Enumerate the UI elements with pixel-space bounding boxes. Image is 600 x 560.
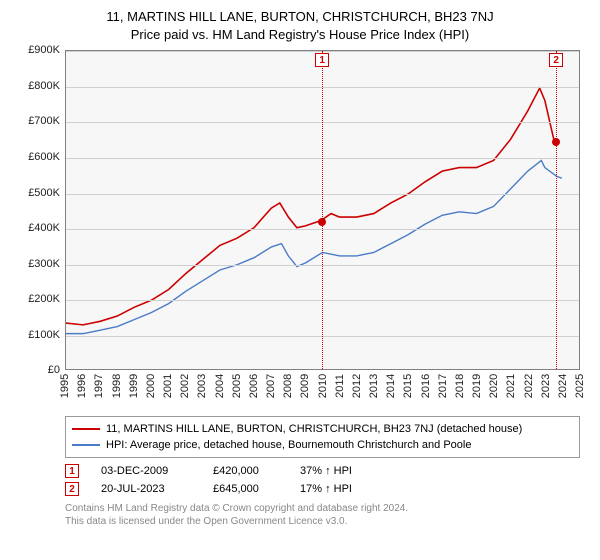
sale-pct: 17% ↑ HPI xyxy=(300,483,352,495)
footer-copyright: Contains HM Land Registry data © Crown c… xyxy=(65,502,580,515)
legend-swatch xyxy=(72,428,100,430)
x-tick-label: 1996 xyxy=(76,374,88,398)
chart-container: 11, MARTINS HILL LANE, BURTON, CHRISTCHU… xyxy=(0,0,600,560)
legend: 11, MARTINS HILL LANE, BURTON, CHRISTCHU… xyxy=(65,416,580,458)
legend-item: 11, MARTINS HILL LANE, BURTON, CHRISTCHU… xyxy=(72,421,573,437)
x-tick-label: 2012 xyxy=(351,374,363,398)
sale-vline xyxy=(322,51,323,369)
x-tick-label: 2002 xyxy=(179,374,191,398)
x-tick-label: 2017 xyxy=(437,374,449,398)
legend-item: HPI: Average price, detached house, Bour… xyxy=(72,437,573,453)
legend-swatch xyxy=(72,444,100,446)
x-tick-label: 1995 xyxy=(59,374,71,398)
sale-dot xyxy=(552,138,560,146)
sale-pct: 37% ↑ HPI xyxy=(300,465,352,477)
y-tick-label: £900K xyxy=(10,44,60,56)
x-tick-label: 1998 xyxy=(111,374,123,398)
x-tick-label: 1999 xyxy=(128,374,140,398)
series-hpi xyxy=(66,161,562,334)
x-tick-label: 2024 xyxy=(557,374,569,398)
y-tick-label: £700K xyxy=(10,115,60,127)
x-tick-label: 2008 xyxy=(282,374,294,398)
x-tick-label: 2004 xyxy=(214,374,226,398)
y-tick-label: £800K xyxy=(10,80,60,92)
legend-label: 11, MARTINS HILL LANE, BURTON, CHRISTCHU… xyxy=(106,421,522,437)
x-tick-label: 2019 xyxy=(471,374,483,398)
sale-vline xyxy=(556,51,557,369)
x-tick-label: 2022 xyxy=(523,374,535,398)
chart-title: 11, MARTINS HILL LANE, BURTON, CHRISTCHU… xyxy=(10,8,590,44)
sale-marker: 2 xyxy=(65,482,79,496)
x-tick-label: 2025 xyxy=(574,374,586,398)
y-tick-label: £400K xyxy=(10,222,60,234)
sale-date: 20-JUL-2023 xyxy=(101,483,191,495)
sale-date: 03-DEC-2009 xyxy=(101,465,191,477)
x-tick-label: 2007 xyxy=(265,374,277,398)
series-property_price xyxy=(66,88,555,325)
x-tick-label: 2015 xyxy=(402,374,414,398)
x-tick-label: 2001 xyxy=(162,374,174,398)
sale-dot xyxy=(318,218,326,226)
legend-label: HPI: Average price, detached house, Bour… xyxy=(106,437,471,453)
x-tick-label: 2023 xyxy=(540,374,552,398)
x-tick-label: 2003 xyxy=(196,374,208,398)
sale-marker: 1 xyxy=(65,464,79,478)
x-tick-label: 2018 xyxy=(454,374,466,398)
sale-price: £645,000 xyxy=(213,483,278,495)
x-tick-label: 2000 xyxy=(145,374,157,398)
title-subtitle: Price paid vs. HM Land Registry's House … xyxy=(10,26,590,44)
title-address: 11, MARTINS HILL LANE, BURTON, CHRISTCHU… xyxy=(10,8,590,26)
sale-badge: 1 xyxy=(315,53,329,67)
x-tick-label: 2014 xyxy=(385,374,397,398)
x-tick-label: 2016 xyxy=(420,374,432,398)
x-tick-label: 2010 xyxy=(317,374,329,398)
y-tick-label: £300K xyxy=(10,258,60,270)
sale-row: 2 20-JUL-2023 £645,000 17% ↑ HPI xyxy=(65,482,580,496)
y-tick-label: £0 xyxy=(10,364,60,376)
x-tick-label: 2009 xyxy=(299,374,311,398)
x-tick-label: 2021 xyxy=(505,374,517,398)
sale-badge: 2 xyxy=(549,53,563,67)
sale-row: 1 03-DEC-2009 £420,000 37% ↑ HPI xyxy=(65,464,580,478)
x-tick-label: 2006 xyxy=(248,374,260,398)
x-tick-label: 1997 xyxy=(93,374,105,398)
y-tick-label: £200K xyxy=(10,293,60,305)
plot-area: 12 xyxy=(65,50,580,370)
y-tick-label: £100K xyxy=(10,329,60,341)
x-tick-label: 2020 xyxy=(488,374,500,398)
footer: Contains HM Land Registry data © Crown c… xyxy=(65,502,580,528)
x-tick-label: 2011 xyxy=(334,375,346,399)
x-tick-label: 2005 xyxy=(231,374,243,398)
plot-wrap: 12 £0£100K£200K£300K£400K£500K£600K£700K… xyxy=(10,50,590,410)
x-tick-label: 2013 xyxy=(368,374,380,398)
y-tick-label: £500K xyxy=(10,187,60,199)
footer-licence: This data is licensed under the Open Gov… xyxy=(65,515,580,528)
sales-table: 1 03-DEC-2009 £420,000 37% ↑ HPI 2 20-JUL-202… xyxy=(65,464,580,496)
y-tick-label: £600K xyxy=(10,151,60,163)
sale-price: £420,000 xyxy=(213,465,278,477)
